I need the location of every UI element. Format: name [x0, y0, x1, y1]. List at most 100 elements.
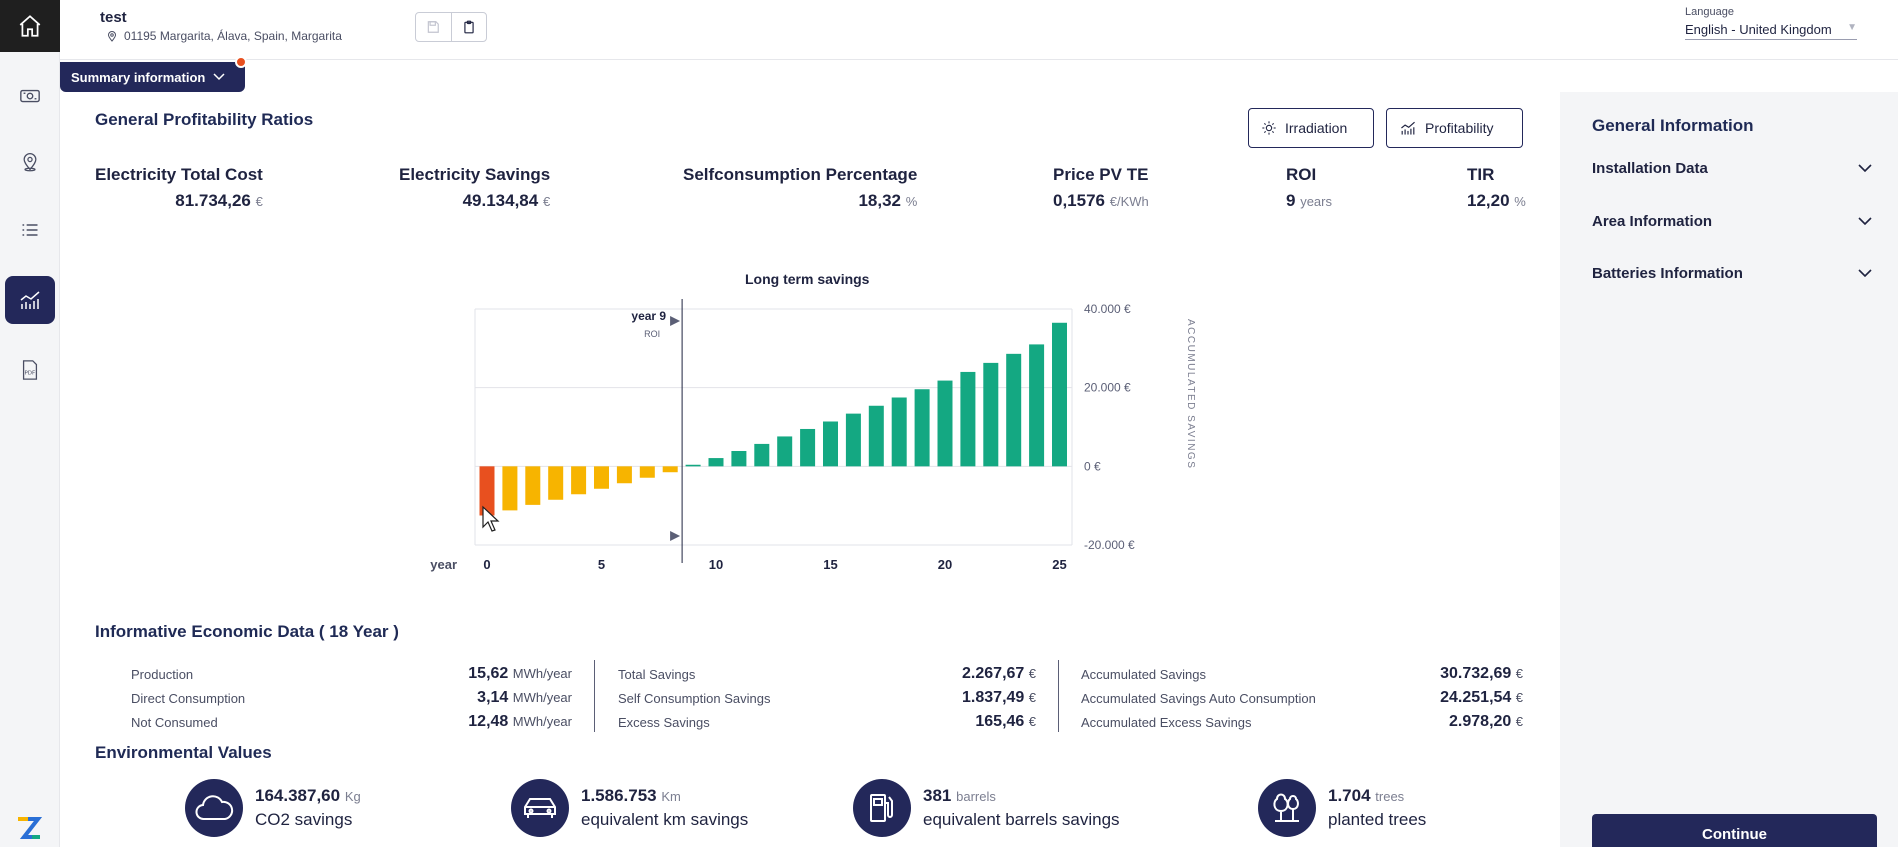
roi-marker-top-arrow: [670, 316, 681, 326]
ratio-value: 18,32 %: [858, 191, 918, 210]
project-name: test: [100, 9, 127, 26]
chart-bar: [914, 389, 930, 467]
chart-bar: [891, 397, 907, 467]
chart-bar: [800, 428, 816, 467]
chart-bar: [754, 443, 770, 467]
ratio-roi: ROI 9 years: [1286, 165, 1332, 211]
x-tick-label: 15: [823, 557, 837, 572]
chart-icon: [1401, 121, 1415, 135]
profitability-label: Profitability: [1425, 120, 1494, 136]
accordion-label: Batteries Information: [1592, 264, 1743, 282]
general-information-panel: General Information Installation Data Ar…: [1560, 92, 1898, 847]
chevron-down-icon: [1858, 269, 1872, 277]
accordion-area-information[interactable]: Area Information: [1592, 206, 1872, 236]
chevron-down-icon: [213, 73, 225, 81]
chart-bar: [571, 466, 587, 495]
roi-marker-bottom-arrow: [670, 531, 681, 541]
ratio-label: Selfconsumption Percentage: [683, 165, 918, 184]
chevron-down-icon: [1858, 164, 1872, 172]
x-tick-label: 20: [938, 557, 952, 572]
chart-icon: [20, 291, 40, 309]
notification-dot: [235, 56, 247, 68]
info-row: Accumulated Savings 30.732,69 €: [1081, 665, 1523, 682]
nav-budget[interactable]: [0, 72, 60, 120]
long-term-savings-chart[interactable]: 40.000 € 20.000 € 0 € -20.000 € year 9 ROI 0 5 1…: [410, 295, 1230, 575]
chart-bar: [479, 466, 495, 516]
column-divider: [594, 660, 595, 732]
chart-bar: [639, 466, 655, 478]
nav-location[interactable]: [0, 138, 60, 186]
chart-bar: [708, 458, 724, 467]
save-disabled-icon: [428, 21, 440, 33]
trees-icon: [1258, 779, 1316, 837]
env-desc: equivalent km savings: [581, 810, 749, 829]
save-button[interactable]: [416, 13, 451, 41]
x-tick-label: 10: [709, 557, 723, 572]
chart-bar: [777, 436, 793, 467]
irradiation-button[interactable]: Irradiation: [1248, 108, 1374, 148]
profitability-title: General Profitability Ratios: [95, 110, 314, 129]
profitability-button[interactable]: Profitability: [1386, 108, 1523, 148]
chart-bar: [983, 362, 999, 467]
informative-column-energy: Production 15,62 MWh/year Direct Consumpt…: [131, 662, 572, 734]
env-km: 1.586.753 Km equivalent km savings: [511, 779, 748, 837]
env-value: 1.586.753: [581, 786, 657, 805]
env-co2: 164.387,60 Kg CO2 savings: [185, 779, 361, 837]
chart-bar: [685, 464, 701, 467]
language-select[interactable]: English - United Kingdom ▼: [1685, 22, 1857, 40]
env-unit: barrels: [956, 789, 996, 804]
chart-bar: [502, 466, 518, 511]
clipboard-button[interactable]: [450, 13, 486, 41]
info-row: Total Savings 2.267,67 €: [618, 665, 1036, 682]
chart-title: Long term savings: [745, 271, 870, 287]
accordion-label: Area Information: [1592, 212, 1713, 230]
chart-bar: [616, 466, 632, 484]
home-button[interactable]: [0, 0, 60, 52]
summary-information-label: Summary information: [71, 69, 206, 85]
x-tick-label: 0: [483, 557, 490, 572]
nav-pdf[interactable]: PDF: [0, 346, 60, 394]
ratio-electricity-savings: Electricity Savings 49.134,84 €: [399, 165, 550, 211]
chart-bar: [594, 466, 609, 489]
money-icon: [20, 89, 40, 103]
ratio-label: Electricity Total Cost: [95, 165, 263, 184]
home-icon: [19, 15, 41, 37]
summary-information-dropdown[interactable]: Summary information: [60, 56, 247, 92]
roi-marker-sublabel: ROI: [644, 329, 660, 339]
chart-bar: [1052, 322, 1067, 467]
cloud-icon: [185, 779, 243, 837]
column-divider: [1058, 660, 1059, 732]
env-desc: planted trees: [1328, 810, 1427, 829]
info-row: Self Consumption Savings 1.837,49 €: [618, 689, 1036, 706]
nav-summary[interactable]: [0, 276, 60, 324]
language-label: Language: [1685, 6, 1734, 18]
location-pin-icon: [23, 153, 37, 172]
chart-bar: [731, 450, 747, 467]
chart-bar: [548, 466, 564, 500]
general-information-title: General Information: [1592, 116, 1754, 135]
nav-list[interactable]: [0, 206, 60, 254]
ratio-electricity-total-cost: Electricity Total Cost 81.734,26 €: [95, 165, 263, 211]
location-pin-icon: [107, 30, 117, 42]
info-row: Accumulated Excess Savings 2.978,20 €: [1081, 713, 1523, 730]
accordion-installation-data[interactable]: Installation Data: [1592, 153, 1872, 183]
y-tick-label: 20.000 €: [1084, 381, 1131, 395]
env-value: 1.704: [1328, 786, 1371, 805]
env-unit: trees: [1375, 789, 1405, 804]
top-header: test 01195 Margarita, Álava, Spain, Marg…: [60, 0, 1898, 60]
sun-icon: [1262, 121, 1276, 135]
svg-text:PDF: PDF: [25, 371, 36, 377]
accordion-batteries-information[interactable]: Batteries Information: [1592, 258, 1872, 288]
chart-bar: [662, 466, 678, 473]
left-rail: PDF: [0, 0, 60, 847]
continue-button[interactable]: Continue: [1592, 814, 1877, 847]
chevron-down-icon: [1858, 217, 1872, 225]
env-unit: Km: [661, 789, 681, 804]
x-tick-label: 25: [1052, 557, 1066, 572]
header-button-group: [415, 12, 487, 42]
chart-bar: [1006, 353, 1022, 467]
chart-bar: [845, 413, 861, 467]
y-tick-label: 40.000 €: [1084, 302, 1131, 316]
informative-title: Informative Economic Data ( 18 Year ): [95, 622, 399, 641]
